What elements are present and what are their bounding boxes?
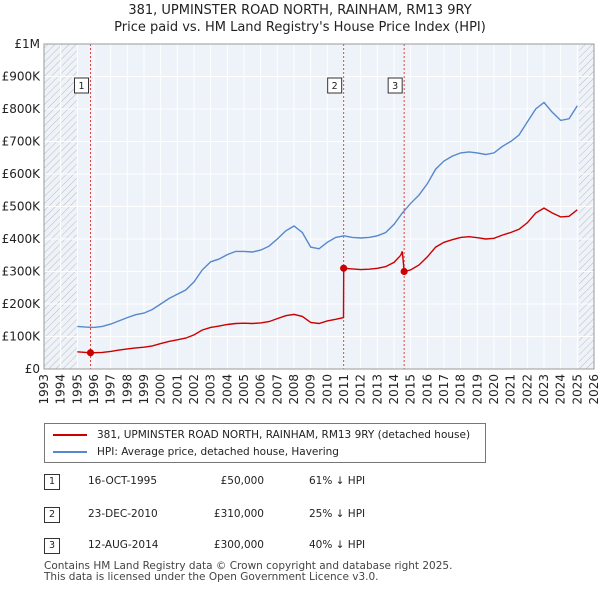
transaction-label-box-2 [327, 77, 343, 94]
y-tick-label: £400K [2, 232, 42, 246]
x-tick-label: 2020 [487, 374, 501, 405]
y-tick-label: £800K [2, 102, 42, 116]
transaction-date: 12-AUG-2014 [88, 539, 159, 551]
transaction-label-box-3 [387, 77, 403, 94]
x-tick-label: 2016 [420, 374, 434, 405]
x-tick-label: 2013 [370, 374, 384, 405]
y-tick-label: £0 [25, 362, 40, 376]
transaction-price: £50,000 [220, 475, 264, 487]
legend: 381, UPMINSTER ROAD NORTH, RAINHAM, RM13… [44, 423, 486, 463]
x-tick-label: 2007 [270, 374, 284, 405]
x-tick-label: 2018 [454, 374, 468, 405]
x-tick-label: 1993 [37, 374, 51, 405]
legend-item-hpi: HPI: Average price, detached house, Have… [53, 444, 339, 460]
x-tick-label: 1998 [120, 374, 134, 405]
footer: Contains HM Land Registry data © Crown c… [44, 561, 452, 583]
y-tick-label: £200K [2, 297, 42, 311]
x-tick-label: 1995 [70, 374, 84, 405]
transaction-number: 2 [44, 507, 60, 523]
x-tick-label: 2025 [570, 374, 584, 405]
x-tick-label: 2017 [437, 374, 451, 405]
x-tick-label: 2009 [304, 374, 318, 405]
transaction-price: £310,000 [213, 508, 264, 520]
transaction-point-3 [400, 267, 408, 276]
y-tick-label: £600K [2, 167, 42, 181]
x-tick-label: 2021 [504, 374, 518, 405]
footer-copyright: Contains HM Land Registry data © Crown c… [44, 560, 453, 572]
series-line-hpi [77, 101, 578, 329]
chart-title-line-1: 381, UPMINSTER ROAD NORTH, RAINHAM, RM13… [128, 3, 472, 18]
transaction-point-2 [340, 264, 348, 272]
transaction-label-3: 3 [392, 81, 398, 92]
transaction-point-1 [86, 349, 95, 357]
x-tick-label: 2023 [537, 374, 551, 405]
chart-title: 381, UPMINSTER ROAD NORTH, RAINHAM, RM13… [0, 2, 600, 36]
footer-licence: This data is licensed under the Open Gov… [44, 571, 379, 583]
x-tick-label: 2026 [587, 374, 600, 405]
x-tick-label: 2000 [154, 374, 168, 405]
legend-swatch-property [53, 434, 87, 436]
x-tick-label: 2019 [470, 374, 484, 405]
x-tick-label: 1996 [87, 374, 101, 405]
transaction-hpi-diff: 40% ↓ HPI [309, 539, 366, 551]
x-tick-label: 1999 [137, 374, 151, 405]
legend-label-property: 381, UPMINSTER ROAD NORTH, RAINHAM, RM13… [97, 429, 471, 441]
transaction-hpi-diff: 61% ↓ HPI [309, 475, 366, 487]
price-chart: 1 2 3 £0 £100K £200K £300K £400K £500K £600K £700K… [2, 37, 600, 405]
x-tick-label: 2003 [204, 374, 218, 405]
transaction-row-3: 3 12-AUG-2014 £300,000 40% ↓ HPI [44, 538, 464, 554]
y-tick-label: £700K [2, 135, 42, 149]
x-tick-label: 2012 [354, 374, 368, 405]
x-tick-label: 2010 [320, 374, 334, 405]
x-tick-label: 1997 [104, 374, 118, 405]
transaction-row-2: 2 23-DEC-2010 £310,000 25% ↓ HPI [44, 507, 464, 523]
x-tick-label: 2008 [287, 374, 301, 405]
x-tick-label: 2006 [254, 374, 268, 405]
x-tick-label: 2014 [387, 374, 401, 405]
transaction-row-1: 1 16-OCT-1995 £50,000 61% ↓ HPI [44, 474, 464, 490]
transaction-date: 23-DEC-2010 [88, 508, 158, 520]
transaction-price: £300,000 [213, 539, 264, 551]
y-tick-label: £300K [2, 265, 42, 279]
y-tick-label: £100K [2, 330, 42, 344]
x-tick-label: 1994 [54, 374, 68, 405]
x-tick-label: 2015 [404, 374, 418, 405]
transaction-label-box-1 [74, 77, 89, 94]
x-tick-label: 2022 [520, 374, 534, 405]
transaction-label-1: 1 [78, 81, 84, 92]
x-tick-label: 2002 [187, 374, 201, 405]
x-tick-label: 2004 [220, 374, 234, 405]
legend-item-property: 381, UPMINSTER ROAD NORTH, RAINHAM, RM13… [53, 427, 470, 443]
transaction-date: 16-OCT-1995 [88, 475, 157, 487]
x-tick-label: 2024 [554, 374, 568, 405]
transaction-label-2: 2 [332, 81, 338, 92]
legend-label-hpi: HPI: Average price, detached house, Have… [97, 446, 339, 458]
x-tick-label: 2005 [237, 374, 251, 405]
y-tick-label: £900K [2, 70, 42, 84]
transaction-number: 3 [44, 538, 60, 554]
y-tick-label: £1M [14, 37, 40, 51]
x-tick-label: 2001 [170, 374, 184, 405]
x-tick-label: 2011 [337, 374, 351, 405]
series-line-property [77, 207, 578, 354]
y-tick-label: £500K [2, 200, 42, 214]
chart-title-line-2: Price paid vs. HM Land Registry's House … [114, 20, 486, 35]
transaction-hpi-diff: 25% ↓ HPI [309, 508, 366, 520]
legend-swatch-hpi [53, 451, 87, 453]
transaction-number: 1 [44, 474, 60, 490]
plot-frame [43, 43, 595, 370]
